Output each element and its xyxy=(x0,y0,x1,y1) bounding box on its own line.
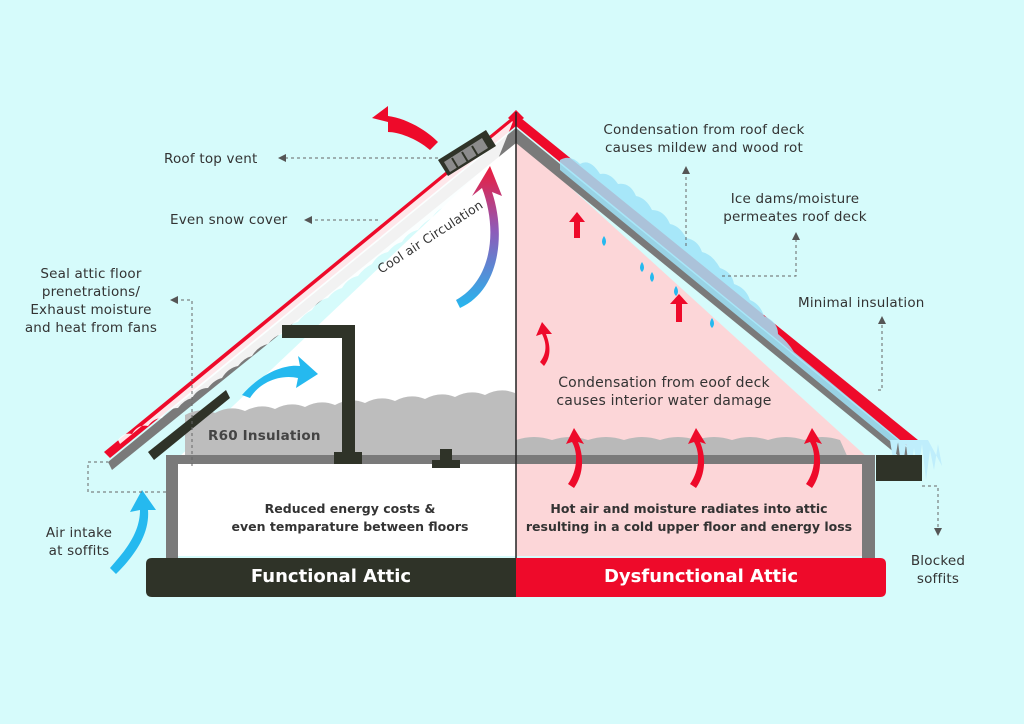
functional-room-text: Reduced energy costs & even temparature … xyxy=(200,500,500,536)
heat-rise-arrows xyxy=(536,212,822,488)
even-snow-cover-label: Even snow cover xyxy=(170,212,288,228)
seal-attic-line-1: Seal attic floor xyxy=(40,266,142,282)
dysfunctional-attic-banner: Dysfunctional Attic xyxy=(603,566,799,587)
seal-attic-line-3: Exhaust moisture xyxy=(30,302,152,318)
dysfunctional-attic-space xyxy=(516,138,868,458)
dysfunctional-room-text: Hot air and moisture radiates into attic… xyxy=(524,500,854,536)
seal-attic-line-4: and heat from fans xyxy=(24,320,158,336)
condensation-interior-line-1: Condensation from eoof deck xyxy=(558,375,770,391)
blocked-soffits-line-2: soffits xyxy=(916,571,960,587)
ice-dams-line-1: Ice dams/moisture xyxy=(730,191,860,207)
blocked-soffits-line-1: Blocked xyxy=(910,553,966,569)
functional-attic-banner: Functional Attic xyxy=(250,566,412,587)
dysfunctional-room-line-2: resulting in a cold upper floor and ener… xyxy=(525,519,853,534)
minimal-insulation-layer xyxy=(516,437,848,458)
air-intake-line-2: at soffits xyxy=(48,543,110,559)
functional-room-line-1: Reduced energy costs & xyxy=(264,501,436,516)
exhaust-duct xyxy=(282,325,355,460)
seal-attic-line-2: prenetrations/ xyxy=(41,284,141,300)
blocked-soffits-label: Blocked soffits xyxy=(900,552,976,588)
air-intake-line-1: Air intake xyxy=(45,525,113,541)
left-roof-shingles xyxy=(104,114,516,458)
condensation-interior-line-2: causes interior water damage xyxy=(556,393,772,409)
dysfunctional-room-line-1: Hot air and moisture radiates into attic xyxy=(550,501,828,516)
dysfunctional-banner-bg xyxy=(516,558,886,597)
ice-dams-label: Ice dams/moisture permeates roof deck xyxy=(710,190,880,226)
condensation-interior-label: Condensation from eoof deck causes inter… xyxy=(534,374,794,410)
functional-banner-bg xyxy=(146,558,516,597)
condensation-roof-label: Condensation from roof deck causes milde… xyxy=(584,121,824,157)
ice-dam-patches xyxy=(560,157,900,446)
functional-room-line-2: even temparature between floors xyxy=(231,519,469,534)
ice-dams-line-2: permeates roof deck xyxy=(723,209,867,225)
cool-air-circulation-arrow xyxy=(456,166,502,308)
roof-top-vent xyxy=(438,130,496,176)
condensation-roof-line-2: causes mildew and wood rot xyxy=(605,140,803,156)
attic-airflow-arrow xyxy=(242,356,318,398)
minimal-insulation-label: Minimal insulation xyxy=(798,295,925,311)
air-intake-arrow xyxy=(110,490,156,574)
water-droplets xyxy=(602,236,714,328)
air-intake-label: Air intake at soffits xyxy=(34,524,124,560)
exhaust-arrow-up xyxy=(372,106,438,150)
soffit-vent-left xyxy=(148,390,230,460)
seal-attic-label: Seal attic floor prenetrations/ Exhaust … xyxy=(16,265,166,337)
r60-insulation-label: R60 Insulation xyxy=(208,428,321,444)
functional-room xyxy=(178,464,516,556)
roof-top-vent-label: Roof top vent xyxy=(164,151,258,167)
condensation-roof-line-1: Condensation from roof deck xyxy=(603,122,805,138)
